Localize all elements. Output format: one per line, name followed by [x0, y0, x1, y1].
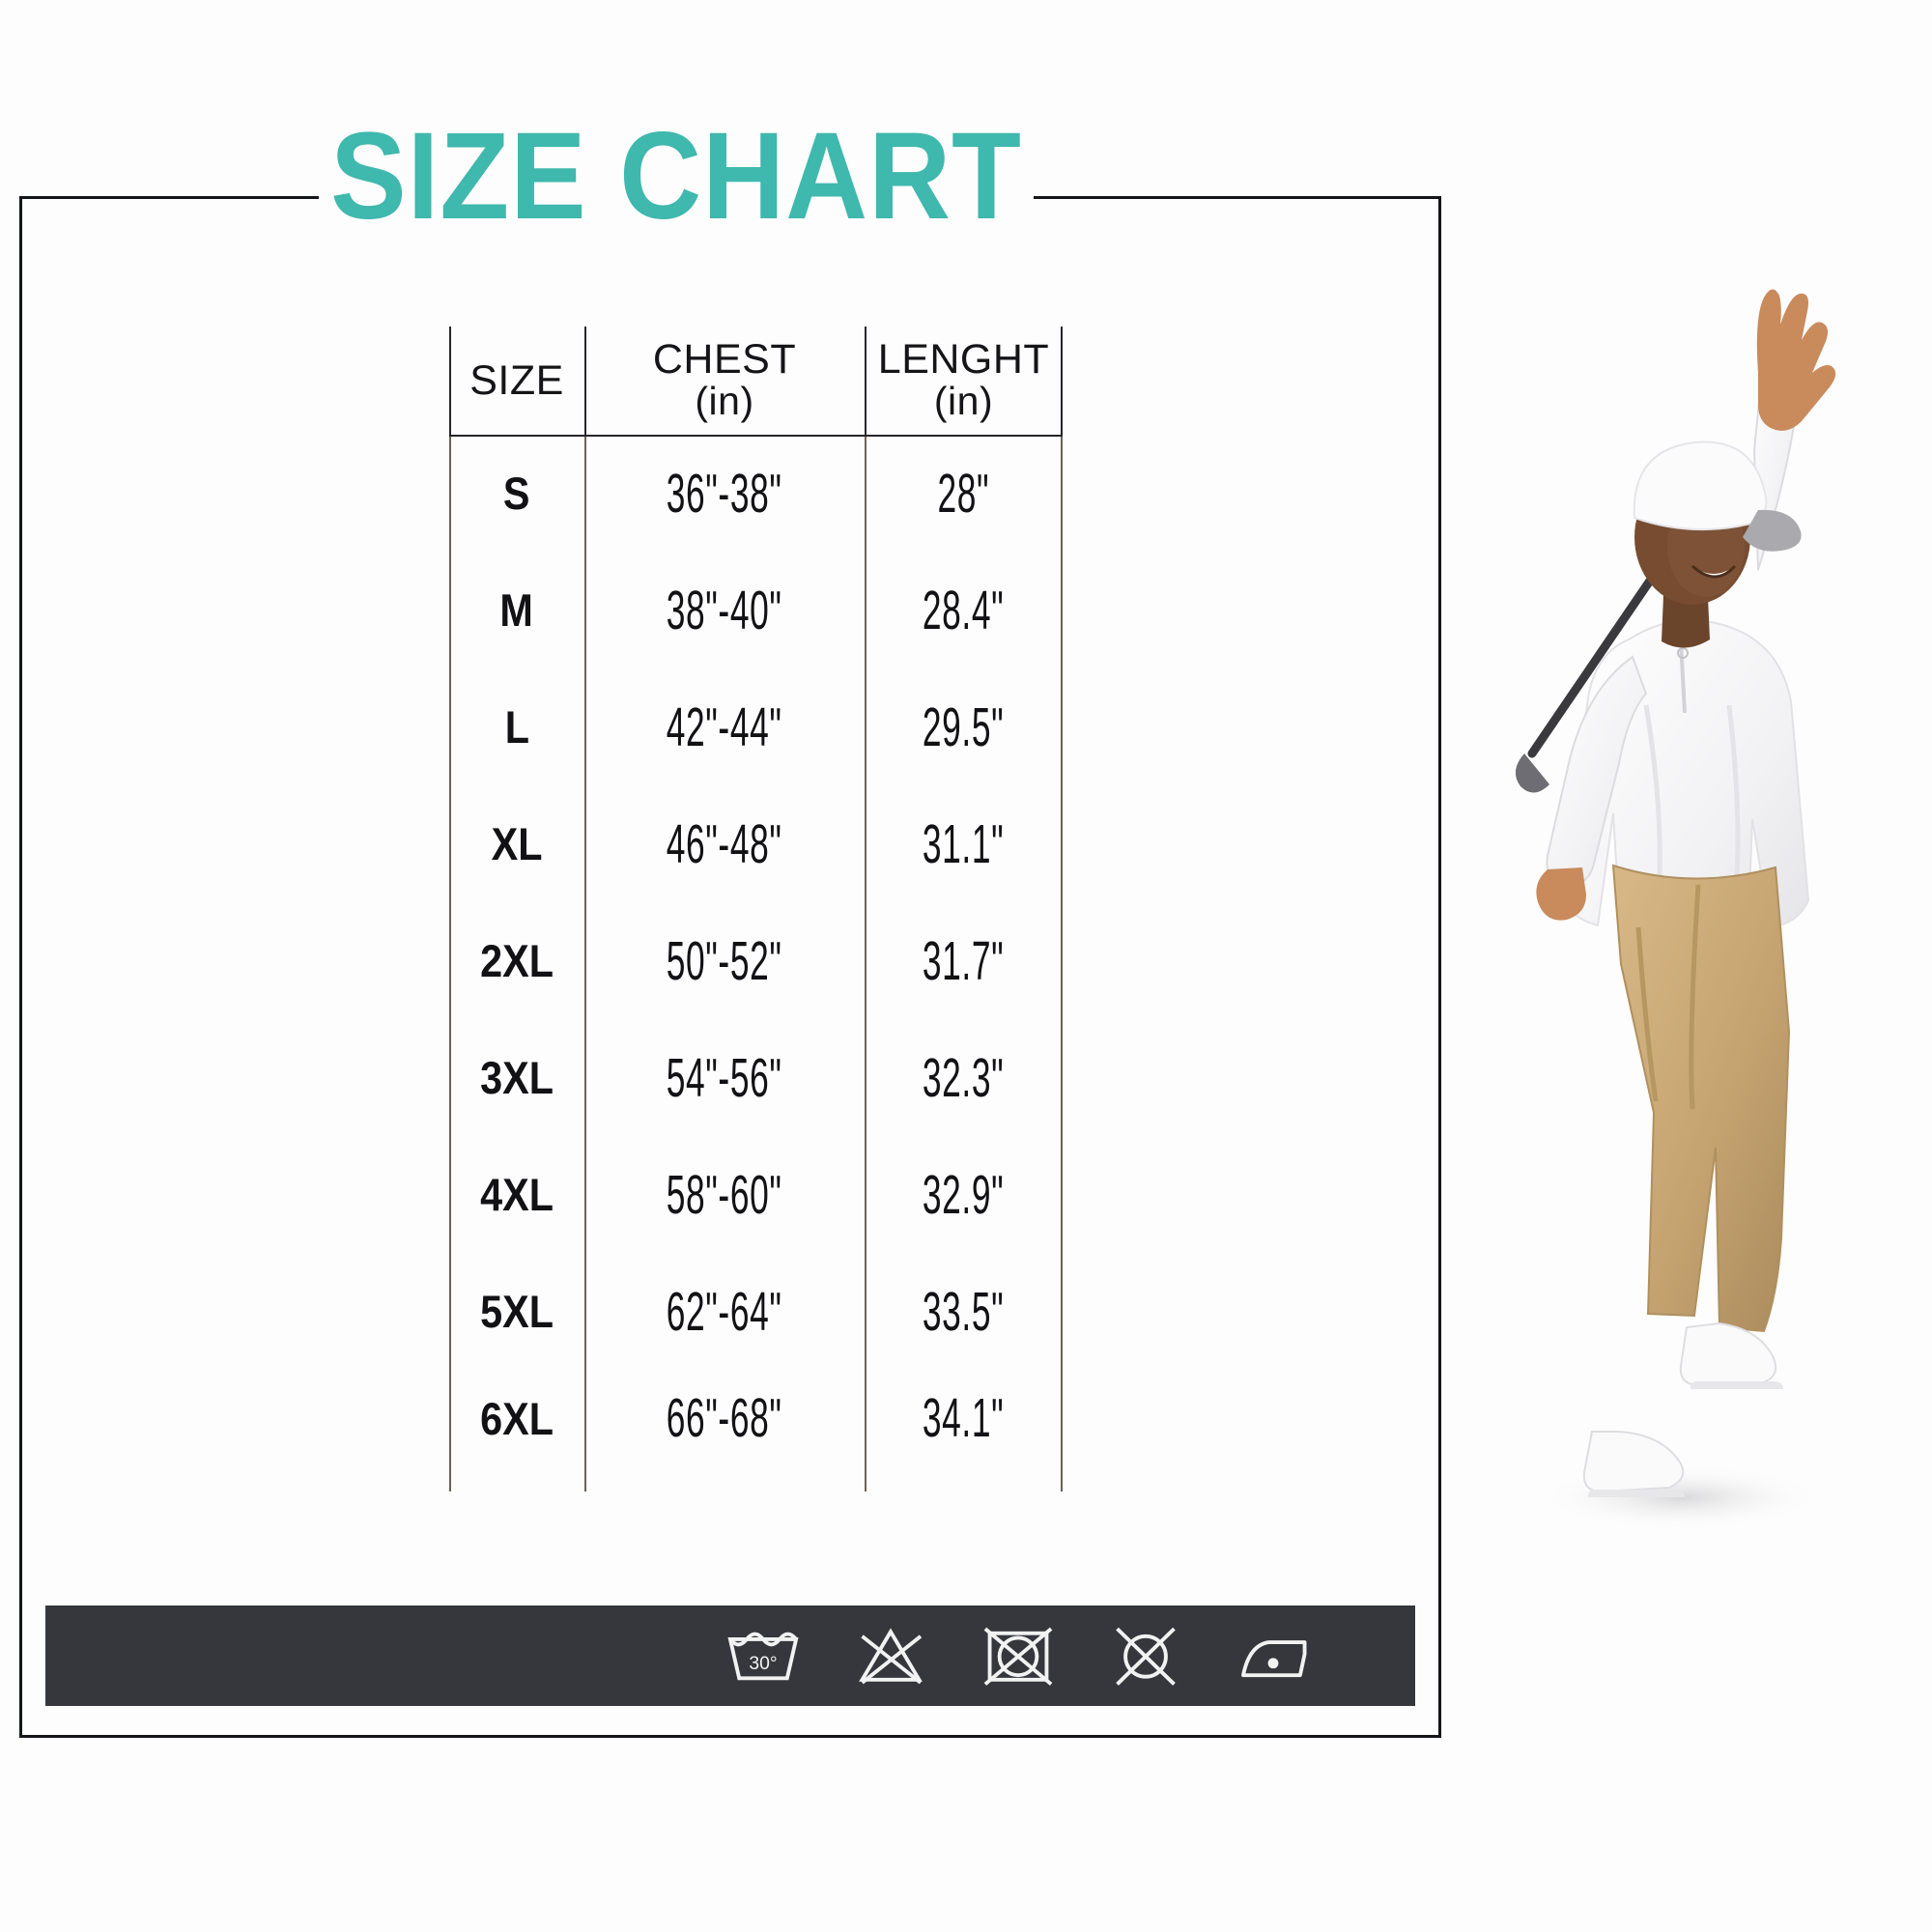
- cell-length: 31.1": [923, 812, 1005, 875]
- page-title: SIZE CHART: [330, 107, 1022, 245]
- size-table: SIZE CHEST (in) LENGHT (in) S 36"-38" 28…: [449, 327, 1063, 1466]
- cell-chest: 66"-68": [667, 1387, 782, 1449]
- cell-length: 28.4": [923, 579, 1005, 641]
- svg-text:30°: 30°: [749, 1653, 777, 1674]
- table-vrule-body-0: [449, 437, 451, 1492]
- cell-chest: 36"-38": [667, 462, 782, 525]
- iron-low-heat-icon: [1241, 1640, 1307, 1678]
- column-header-chest: CHEST (in): [584, 327, 865, 435]
- table-row: S 36"-38" 28": [449, 435, 1063, 552]
- cell-chest: 54"-56": [667, 1046, 782, 1109]
- table-vrule-head-1: [584, 327, 586, 435]
- do-not-tumble-dry-icon: [983, 1627, 1053, 1686]
- column-header-length-label: LENGHT: [877, 335, 1050, 383]
- cell-chest: 50"-52": [667, 929, 782, 992]
- cell-length: 29.5": [923, 696, 1005, 758]
- table-vrule-head-2: [865, 327, 867, 435]
- cell-length: 33.5": [923, 1280, 1005, 1343]
- cell-size: L: [504, 701, 529, 753]
- table-vrule-body-3: [1061, 437, 1063, 1492]
- column-header-length-unit: (in): [933, 378, 994, 423]
- do-not-dry-clean-icon: [1116, 1627, 1176, 1686]
- cell-chest: 62"-64": [667, 1280, 782, 1343]
- column-header-size: SIZE: [469, 356, 564, 404]
- cell-length: 34.1": [923, 1387, 1005, 1449]
- table-row: M 38"-40" 28.4": [449, 552, 1063, 668]
- cell-chest: 38"-40": [667, 579, 782, 641]
- cell-size: 6XL: [480, 1392, 554, 1444]
- cell-length: 31.7": [923, 929, 1005, 992]
- cell-size: 5XL: [480, 1286, 554, 1337]
- cell-size: 3XL: [480, 1052, 554, 1103]
- cell-chest: 58"-60": [667, 1163, 782, 1226]
- table-row: L 42"-44" 29.5": [449, 668, 1063, 785]
- cell-size: 2XL: [480, 935, 554, 986]
- cell-length: 32.9": [923, 1163, 1005, 1226]
- do-not-bleach-icon: [859, 1628, 923, 1685]
- table-row: 4XL 58"-60" 32.9": [449, 1136, 1063, 1253]
- page-title-container: SIZE CHART: [319, 114, 1034, 240]
- table-header-row: SIZE CHEST (in) LENGHT (in): [449, 327, 1063, 435]
- golfer-model-photo: [1439, 251, 1922, 1565]
- cell-length: 32.3": [923, 1046, 1005, 1109]
- column-header-length: LENGHT (in): [865, 327, 1063, 435]
- table-row: 6XL 66"-68" 34.1": [449, 1370, 1063, 1466]
- cell-size: XL: [491, 818, 543, 869]
- table-vrule-body-2: [865, 437, 867, 1492]
- cell-size: 4XL: [480, 1169, 554, 1220]
- table-vrule-body-1: [584, 437, 586, 1492]
- cell-chest: 42"-44": [667, 696, 782, 758]
- table-row: 5XL 62"-64" 33.5": [449, 1253, 1063, 1370]
- table-vrule-head-3: [1061, 327, 1063, 435]
- machine-wash-30-icon: 30°: [727, 1632, 799, 1681]
- table-vrule-head-0: [449, 327, 451, 435]
- table-row: 2XL 50"-52" 31.7": [449, 902, 1063, 1019]
- care-instructions-bar: 30°: [45, 1605, 1415, 1706]
- table-row: XL 46"-48" 31.1": [449, 785, 1063, 902]
- column-header-chest-unit: (in): [695, 378, 754, 423]
- table-header-divider: [449, 435, 1063, 437]
- cell-chest: 46"-48": [667, 812, 782, 875]
- column-header-chest-label: CHEST: [652, 335, 797, 383]
- cell-size: S: [503, 468, 530, 519]
- table-row: 3XL 54"-56" 32.3": [449, 1019, 1063, 1136]
- cell-length: 28": [937, 462, 990, 525]
- cell-size: M: [499, 584, 534, 636]
